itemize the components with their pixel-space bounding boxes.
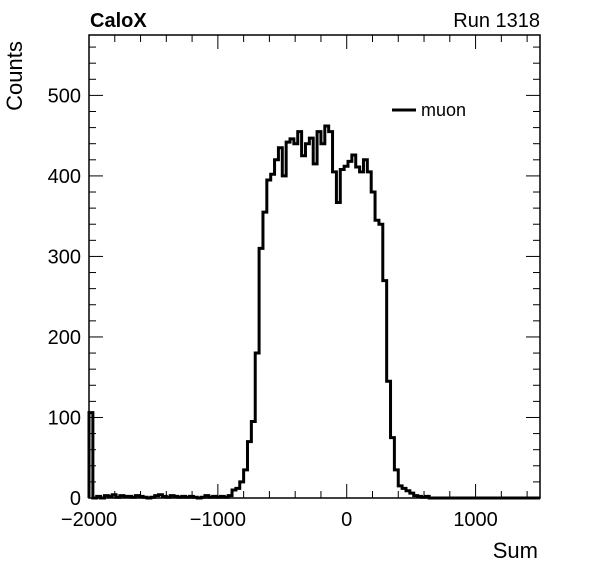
series-muon-histogram [87, 124, 540, 500]
series-group [87, 124, 540, 500]
y-tick-label: 100 [48, 407, 81, 429]
axis-ticks [88, 35, 540, 499]
y-tick-label: 200 [48, 327, 81, 349]
legend: muon [392, 100, 466, 120]
x-axis-title: Sum [493, 538, 538, 563]
y-tick-label: 400 [48, 166, 81, 188]
tick-labels: −2000 −1000 0 1000 0 100 200 300 400 500 [48, 85, 498, 531]
x-tick-label: 1000 [453, 509, 498, 531]
y-tick-label: 500 [48, 85, 81, 107]
y-axis-title: Counts [2, 41, 27, 111]
x-tick-label: 0 [341, 509, 352, 531]
y-tick-label: 0 [70, 488, 81, 510]
x-tick-label: −2000 [61, 509, 117, 531]
header-left-label: CaloX [90, 10, 147, 32]
legend-label-muon: muon [421, 100, 466, 120]
x-tick-label: −1000 [190, 509, 246, 531]
header-right-label: Run 1318 [453, 10, 540, 32]
y-tick-label: 300 [48, 246, 81, 268]
plot-frame [88, 34, 541, 499]
